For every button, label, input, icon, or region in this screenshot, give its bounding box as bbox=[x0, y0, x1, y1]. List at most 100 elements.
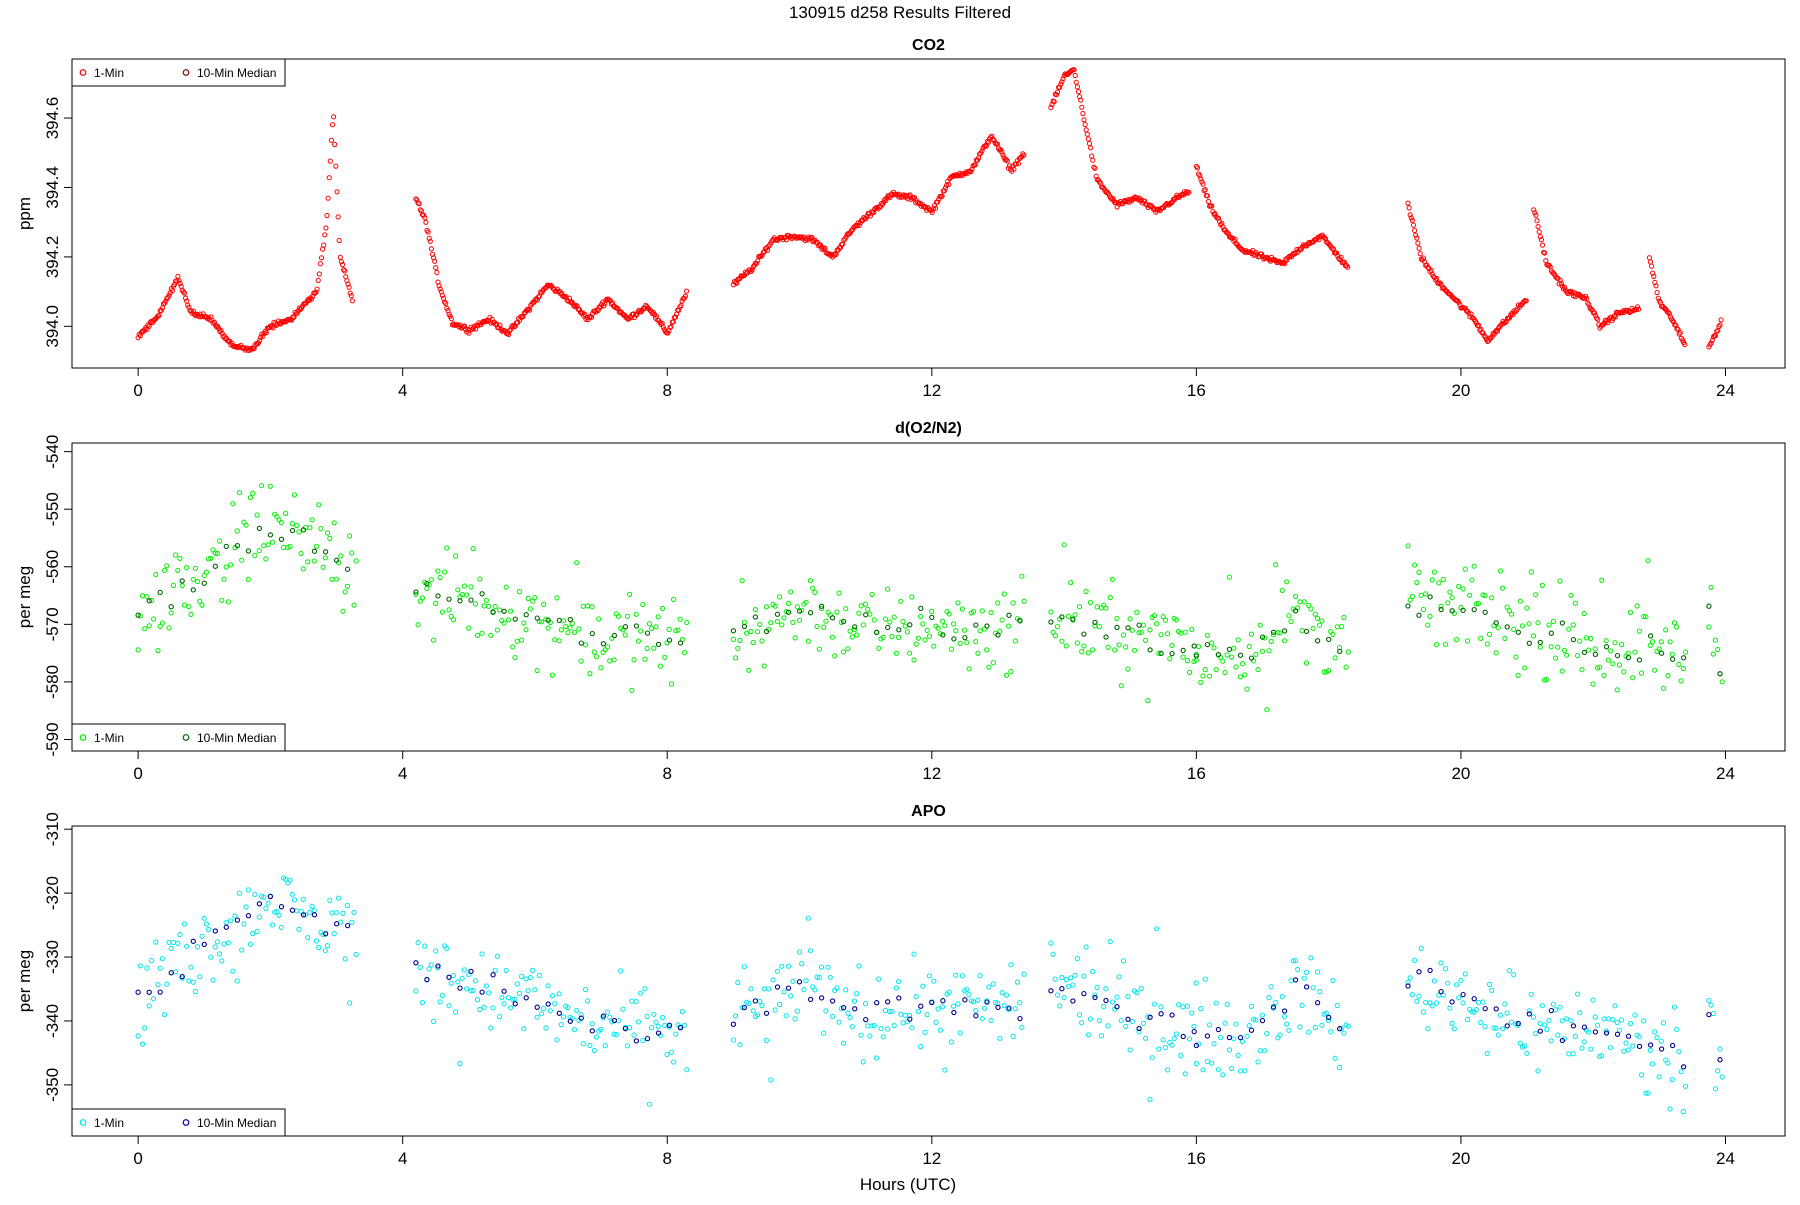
one-min-point bbox=[1125, 666, 1131, 672]
one-min-point bbox=[1447, 589, 1453, 595]
one-min-point bbox=[164, 563, 170, 569]
one-min-point bbox=[192, 989, 198, 995]
one-min-point bbox=[345, 281, 351, 287]
one-min-point bbox=[898, 1011, 904, 1017]
median-point bbox=[1614, 652, 1621, 659]
y-axis-label: per meg bbox=[15, 566, 34, 628]
one-min-point bbox=[1610, 1017, 1616, 1023]
one-min-point bbox=[785, 600, 792, 607]
one-min-point bbox=[1281, 1014, 1288, 1020]
one-min-point bbox=[1619, 641, 1625, 648]
one-min-point bbox=[287, 543, 293, 550]
x-tick-label: 20 bbox=[1451, 764, 1470, 783]
one-min-point bbox=[217, 538, 223, 544]
one-min-point bbox=[289, 521, 295, 527]
one-min-point bbox=[466, 625, 472, 631]
one-min-point bbox=[208, 954, 214, 960]
one-min-point bbox=[1154, 926, 1160, 932]
one-min-point bbox=[569, 620, 575, 627]
one-min-point bbox=[1096, 1018, 1102, 1024]
one-min-point bbox=[1407, 212, 1413, 218]
one-min-point bbox=[883, 197, 889, 204]
one-min-point bbox=[1500, 1026, 1506, 1032]
one-min-point bbox=[1506, 608, 1512, 614]
one-min-point bbox=[1610, 661, 1616, 667]
one-min-point bbox=[968, 169, 974, 175]
one-min-point bbox=[1504, 1010, 1510, 1016]
one-min-point bbox=[913, 641, 919, 647]
median-point bbox=[1504, 1023, 1510, 1029]
one-min-point bbox=[664, 640, 670, 646]
one-min-point bbox=[190, 979, 196, 985]
one-min-point bbox=[1078, 97, 1084, 103]
median-point bbox=[951, 1009, 957, 1016]
one-min-point bbox=[294, 522, 300, 529]
one-min-point bbox=[532, 595, 538, 601]
one-min-point bbox=[880, 634, 886, 641]
one-min-point bbox=[1590, 997, 1596, 1003]
one-min-point bbox=[433, 600, 439, 607]
median-point bbox=[135, 612, 141, 618]
one-min-point bbox=[1671, 319, 1677, 325]
one-min-point bbox=[1264, 1031, 1270, 1037]
one-min-point bbox=[1570, 1051, 1576, 1057]
one-min-point bbox=[1107, 939, 1113, 945]
one-min-point bbox=[1323, 236, 1329, 242]
median-point bbox=[1559, 620, 1566, 626]
one-min-point bbox=[1116, 974, 1122, 980]
one-min-point bbox=[1088, 145, 1094, 151]
one-min-point bbox=[1667, 1106, 1673, 1112]
one-min-point bbox=[935, 199, 941, 205]
legend: 1-Min 10-Min Median bbox=[71, 1108, 286, 1137]
y-tick-label: -590 bbox=[43, 722, 62, 756]
median-point bbox=[973, 1013, 979, 1019]
median-point bbox=[1248, 655, 1255, 661]
median-point bbox=[918, 1003, 924, 1009]
one-min-point bbox=[1017, 1000, 1023, 1006]
one-min-point bbox=[428, 962, 434, 968]
median-point bbox=[666, 637, 673, 643]
one-min-point bbox=[1425, 1026, 1431, 1032]
median-point bbox=[995, 1004, 1001, 1011]
median-point bbox=[1059, 614, 1065, 620]
x-tick-label: 24 bbox=[1716, 381, 1735, 400]
one-min-point bbox=[1671, 1004, 1678, 1010]
median-point bbox=[278, 536, 285, 542]
one-min-point bbox=[904, 629, 911, 635]
one-min-point bbox=[332, 141, 338, 148]
one-min-point bbox=[527, 307, 533, 313]
one-min-point bbox=[649, 625, 655, 632]
median-point bbox=[1592, 651, 1599, 658]
one-min-point bbox=[613, 1032, 619, 1038]
one-min-point bbox=[1592, 646, 1598, 652]
one-min-point bbox=[1654, 1034, 1660, 1041]
one-min-point bbox=[597, 304, 604, 310]
median-point bbox=[1548, 1007, 1554, 1014]
one-min-point bbox=[1528, 569, 1534, 575]
one-min-point bbox=[316, 502, 322, 508]
one-min-point bbox=[1013, 161, 1019, 167]
one-min-point bbox=[999, 617, 1005, 623]
one-min-point bbox=[324, 212, 330, 219]
one-min-point bbox=[1011, 166, 1017, 172]
one-min-point bbox=[348, 293, 354, 299]
one-min-point bbox=[177, 932, 183, 938]
one-min-point bbox=[671, 1059, 677, 1065]
one-min-point bbox=[265, 900, 271, 906]
median-point bbox=[1647, 633, 1654, 639]
one-min-point bbox=[684, 1067, 690, 1073]
one-min-point bbox=[1048, 104, 1054, 111]
one-min-point bbox=[642, 656, 648, 662]
one-min-point bbox=[1502, 635, 1508, 642]
one-min-point bbox=[1678, 678, 1684, 684]
one-min-point bbox=[860, 1059, 866, 1065]
one-min-point bbox=[427, 238, 433, 244]
one-min-point bbox=[959, 171, 965, 177]
one-min-point bbox=[766, 986, 772, 992]
legend-box bbox=[71, 1108, 286, 1137]
one-min-point bbox=[746, 1000, 752, 1007]
data-points bbox=[135, 67, 1724, 354]
one-min-point bbox=[486, 603, 492, 609]
one-min-point bbox=[907, 650, 913, 656]
one-min-point bbox=[475, 632, 481, 638]
